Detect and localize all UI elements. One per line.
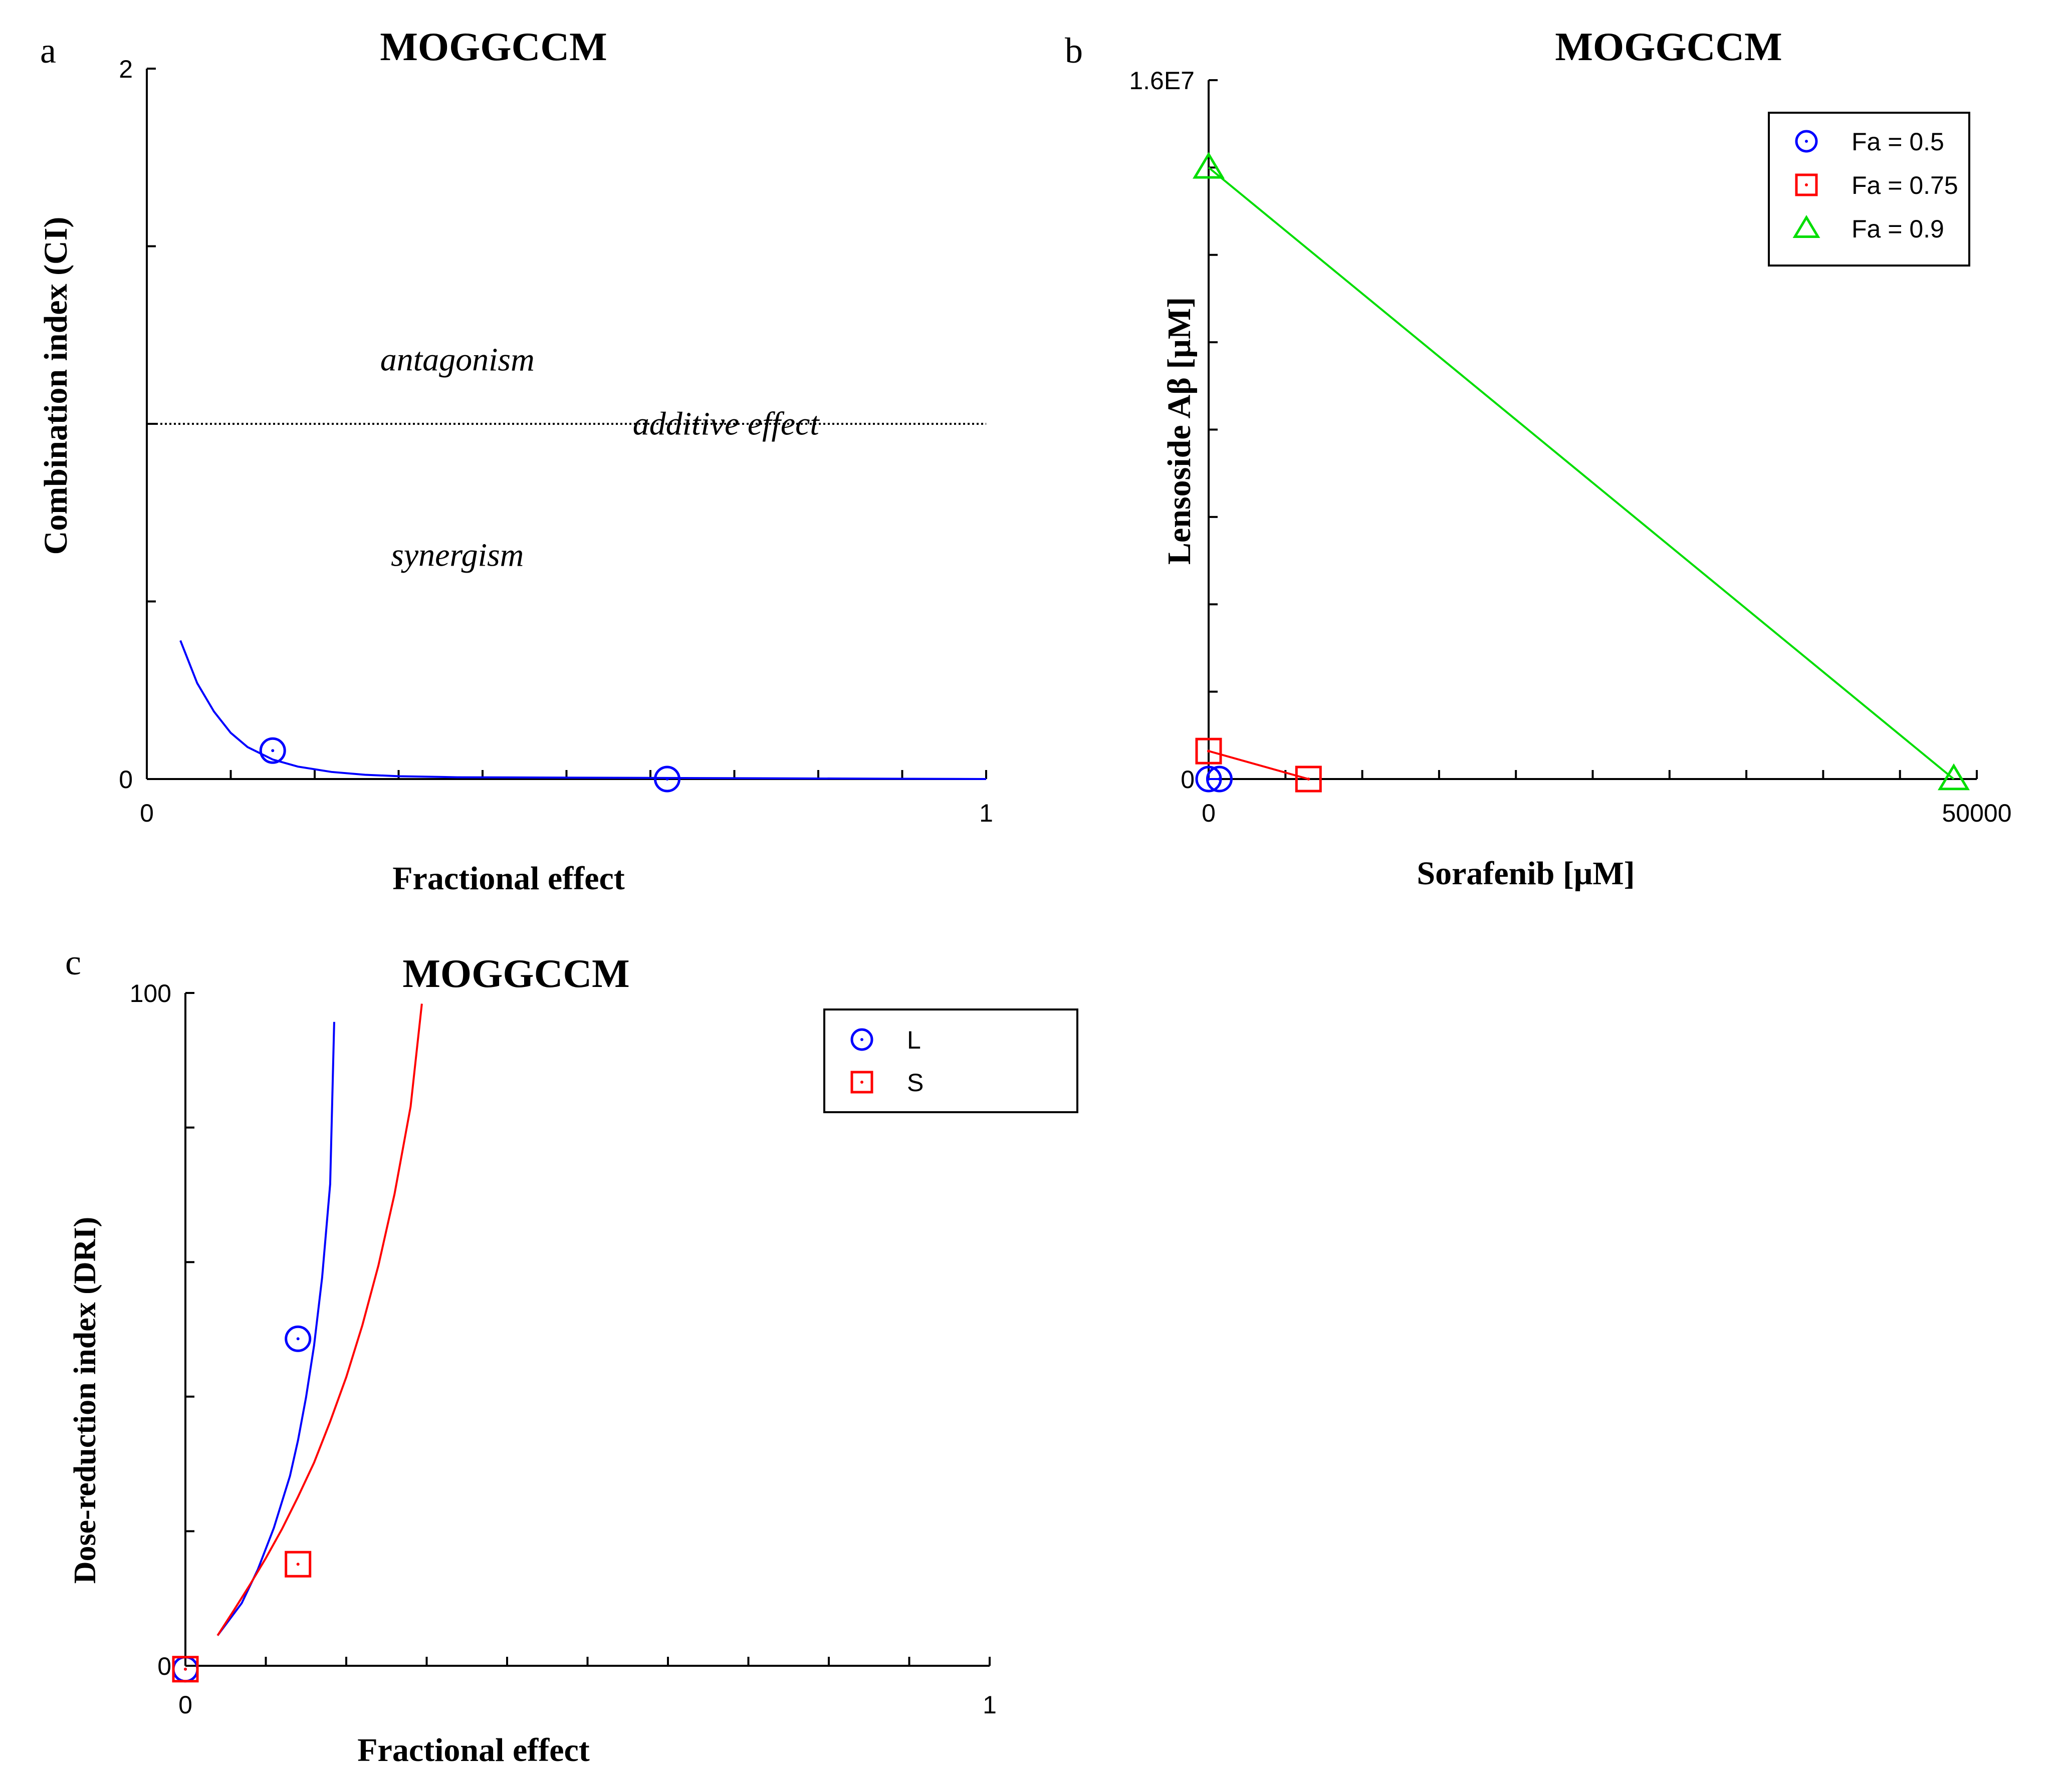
data-point: [1195, 737, 1222, 765]
data-point: [285, 1325, 312, 1352]
data-point-dot: [1218, 778, 1221, 781]
series-line: [1208, 750, 1309, 780]
data-point-dot: [1207, 749, 1210, 753]
plot-area: 0 1 0 2 antagonism additive effect synergism: [119, 55, 993, 827]
x-tick-label: 1: [983, 1691, 997, 1719]
legend-marker: [850, 1071, 873, 1094]
annotation: additive effect: [633, 405, 820, 442]
data-point: [1206, 766, 1233, 793]
legend: Fa = 0.5 Fa = 0.75 Fa = 0.9: [1768, 112, 1970, 267]
x-tick-label: 0: [178, 1691, 192, 1719]
y-tick-label: 1.6E7: [1129, 67, 1195, 95]
chart-title: MOGGCCM: [402, 952, 629, 996]
panel-letter: a: [40, 31, 56, 71]
legend-label: S: [907, 1069, 924, 1097]
series-line: [1208, 166, 1955, 780]
chart-title: MOGGCCM: [380, 25, 607, 69]
data-point: [1192, 152, 1225, 179]
x-tick-label: 0: [1202, 799, 1216, 827]
panel-letter: c: [65, 942, 81, 982]
data-point-dot: [1307, 778, 1310, 781]
legend-marker: [850, 1028, 873, 1051]
legend-marker: [1795, 173, 1818, 196]
x-axis-label: Sorafenib [μM]: [1417, 855, 1635, 892]
chart-title: MOGGCCM: [1555, 25, 1782, 69]
legend-label: Fa = 0.9: [1852, 215, 1944, 243]
panel-letter: b: [1065, 31, 1083, 71]
x-tick-label: 1: [979, 799, 993, 827]
legend-marker-dot: [860, 1081, 863, 1084]
data-point: [654, 766, 680, 793]
data-point: [1938, 763, 1970, 791]
legend-box: [1768, 112, 1970, 267]
y-tick-label: 0: [1181, 766, 1195, 794]
x-tick-label: 0: [140, 799, 154, 827]
annotation: synergism: [391, 537, 524, 574]
legend-marker: [1792, 215, 1820, 238]
plot-area: 0 50000 0 1.6E7: [1129, 67, 2011, 827]
y-tick-label: 0: [119, 766, 133, 794]
panel-a: a MOGGCCM Combination index (CI) Fractio…: [38, 25, 993, 897]
legend-marker-dot: [1805, 140, 1808, 143]
y-axis-label: Dose-reduction index (DRI): [68, 1217, 102, 1584]
series-line: [179, 640, 987, 780]
legend-box: [823, 1008, 1078, 1113]
data-point-dot: [271, 749, 275, 752]
legend: LS: [823, 1008, 1078, 1113]
x-axis-label: Fractional effect: [392, 860, 625, 897]
data-point: [172, 1656, 199, 1683]
legend-label: Fa = 0.5: [1852, 128, 1944, 156]
series-line: [216, 1003, 423, 1636]
data-point-dot: [296, 1563, 300, 1566]
data-point-dot: [184, 1667, 187, 1671]
data-point-dot: [296, 1337, 300, 1341]
legend-marker-dot: [860, 1038, 863, 1041]
panel-b: b MOGGCCM Lensoside Aβ [μM] Sorafenib [μ…: [1065, 25, 2012, 892]
legend-marker-dot: [1805, 183, 1808, 186]
legend-marker: [1795, 130, 1818, 153]
data-point-dot: [665, 778, 669, 781]
plot-area: 0 1 0 100: [130, 979, 997, 1719]
legend-label: Fa = 0.75: [1852, 171, 1958, 199]
x-axis-label: Fractional effect: [357, 1732, 590, 1768]
y-axis-label: Lensoside Aβ [μM]: [1161, 297, 1198, 565]
y-tick-label: 0: [157, 1652, 171, 1680]
panel-c: c MOGGCCM Dose-reduction index (DRI) Fra…: [65, 942, 1078, 1768]
data-point: [1295, 766, 1322, 793]
x-tick-label: 50000: [1942, 799, 2011, 827]
data-point: [285, 1551, 312, 1578]
y-axis-label: Combination index (CI): [38, 217, 74, 555]
y-tick-label: 2: [119, 55, 133, 83]
legend-label: L: [907, 1026, 921, 1054]
y-tick-label: 100: [130, 979, 171, 1007]
data-point: [259, 737, 286, 764]
annotation: antagonism: [380, 342, 535, 378]
